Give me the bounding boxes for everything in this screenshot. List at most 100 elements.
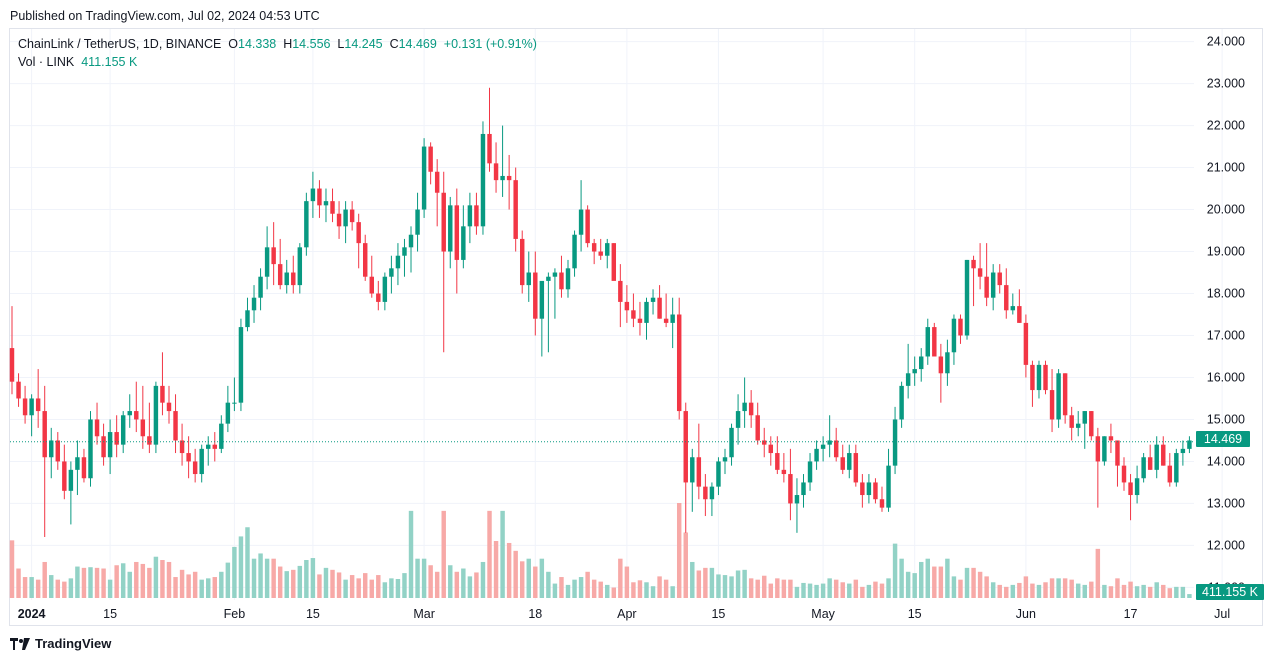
candle-body: [559, 272, 564, 290]
time-tick-label: Jun: [1016, 607, 1036, 621]
time-tick-label: 17: [1124, 607, 1138, 621]
time-axis[interactable]: 2024 15 Feb 15 Mar 18 Apr 15 May 15 Jun 17 Jul: [18, 607, 1230, 621]
volume-bar: [1180, 586, 1186, 598]
candles[interactable]: [9, 87, 1192, 538]
volume-bar: [840, 582, 845, 598]
candle-body: [1121, 465, 1127, 483]
volume-bar: [493, 541, 499, 598]
candle-body: [192, 461, 198, 475]
candle-body: [513, 180, 518, 239]
volume-bar: [618, 558, 623, 598]
volume-bar: [853, 579, 859, 598]
volume-bar: [971, 567, 976, 598]
volume-bar: [735, 570, 741, 598]
candle-body: [1030, 364, 1035, 391]
candle-body: [650, 297, 656, 302]
volume-bar: [932, 566, 937, 598]
legend-h-value: 14.556: [292, 37, 331, 51]
tradingview-logo[interactable]: TradingView: [10, 636, 111, 651]
price-axis[interactable]: 24.000 23.000 22.000 21.000 20.000 19.000 18.0…: [1207, 35, 1245, 595]
volume-bar: [389, 578, 394, 598]
candle-body: [1141, 457, 1146, 479]
volume-bar: [631, 582, 636, 598]
candle-body: [735, 411, 741, 428]
volume-bar: [225, 562, 231, 598]
candle-body: [729, 427, 734, 458]
volume-bar: [238, 536, 244, 598]
candle-body: [408, 234, 414, 248]
time-tick-label: Apr: [617, 607, 636, 621]
volume-bar: [533, 566, 538, 598]
candle-body: [487, 133, 492, 164]
candle-body: [1102, 436, 1107, 462]
candle-body: [389, 268, 394, 277]
time-tick-label: 15: [306, 607, 320, 621]
legend-l-label: L: [337, 37, 345, 51]
volume-bar: [794, 586, 800, 598]
volume-bar: [349, 575, 355, 598]
candle-body: [833, 440, 839, 458]
volume-bar: [605, 584, 610, 598]
candle-body: [480, 133, 486, 227]
candle-body: [624, 301, 630, 311]
volume-bar: [166, 561, 172, 598]
volume-bar: [16, 568, 21, 598]
legend-c-label: C: [389, 37, 399, 51]
volume-bar: [801, 582, 806, 598]
volume-bar: [140, 563, 146, 598]
volume-bar: [454, 571, 460, 598]
volume-bar: [539, 558, 545, 598]
legend-symbol: ChainLink / TetherUS, 1D, BINANCE: [18, 37, 222, 51]
candle-body: [847, 453, 852, 470]
candle-body: [853, 453, 859, 483]
volume-bar: [1128, 581, 1133, 598]
candle-body: [1108, 436, 1114, 441]
candle-body: [637, 318, 643, 323]
volume-bar: [1004, 586, 1009, 598]
volume-bar: [768, 583, 774, 598]
volume-bar: [251, 558, 257, 598]
time-tick-label: 2024: [18, 607, 46, 621]
candle-body: [526, 272, 531, 286]
time-tick-label: 15: [908, 607, 922, 621]
time-tick-label: Jul: [1214, 607, 1230, 621]
volume-bar: [958, 579, 963, 598]
candle-body: [68, 469, 74, 491]
candle-body: [441, 192, 446, 252]
candle-body: [356, 222, 361, 244]
volume-bar: [611, 587, 617, 598]
candle-body: [899, 385, 904, 420]
volume-bar: [755, 579, 760, 598]
volume-bar: [951, 576, 957, 598]
volume-bar: [1010, 584, 1016, 598]
candle-body: [1069, 415, 1074, 428]
candle-body: [448, 205, 453, 252]
volume-bar: [408, 510, 414, 598]
candle-body: [631, 310, 636, 319]
volume-bar: [1030, 583, 1035, 598]
volume-bar: [696, 570, 702, 598]
volume-bar: [487, 510, 492, 598]
volume-bar: [637, 580, 643, 598]
volume-bar: [552, 583, 558, 598]
candle-body: [1147, 457, 1153, 470]
volume-bar: [369, 579, 374, 598]
volume-bar: [964, 567, 970, 598]
volume-bar: [75, 566, 80, 598]
candle-body: [336, 213, 342, 227]
price-tick-label: 24.000: [1207, 35, 1245, 49]
candle-body: [892, 419, 898, 466]
candle-body: [330, 201, 335, 214]
volume-bar: [304, 560, 309, 598]
volume-bar: [788, 579, 793, 598]
volume-bar: [271, 558, 276, 598]
candle-body: [186, 453, 191, 462]
candle-body: [1095, 436, 1101, 462]
candle-body: [866, 482, 872, 496]
volume-bar: [35, 579, 41, 598]
volume-bar: [49, 575, 54, 598]
candle-body: [1056, 373, 1061, 420]
volume-bar: [526, 558, 531, 598]
candle-body: [49, 440, 54, 458]
